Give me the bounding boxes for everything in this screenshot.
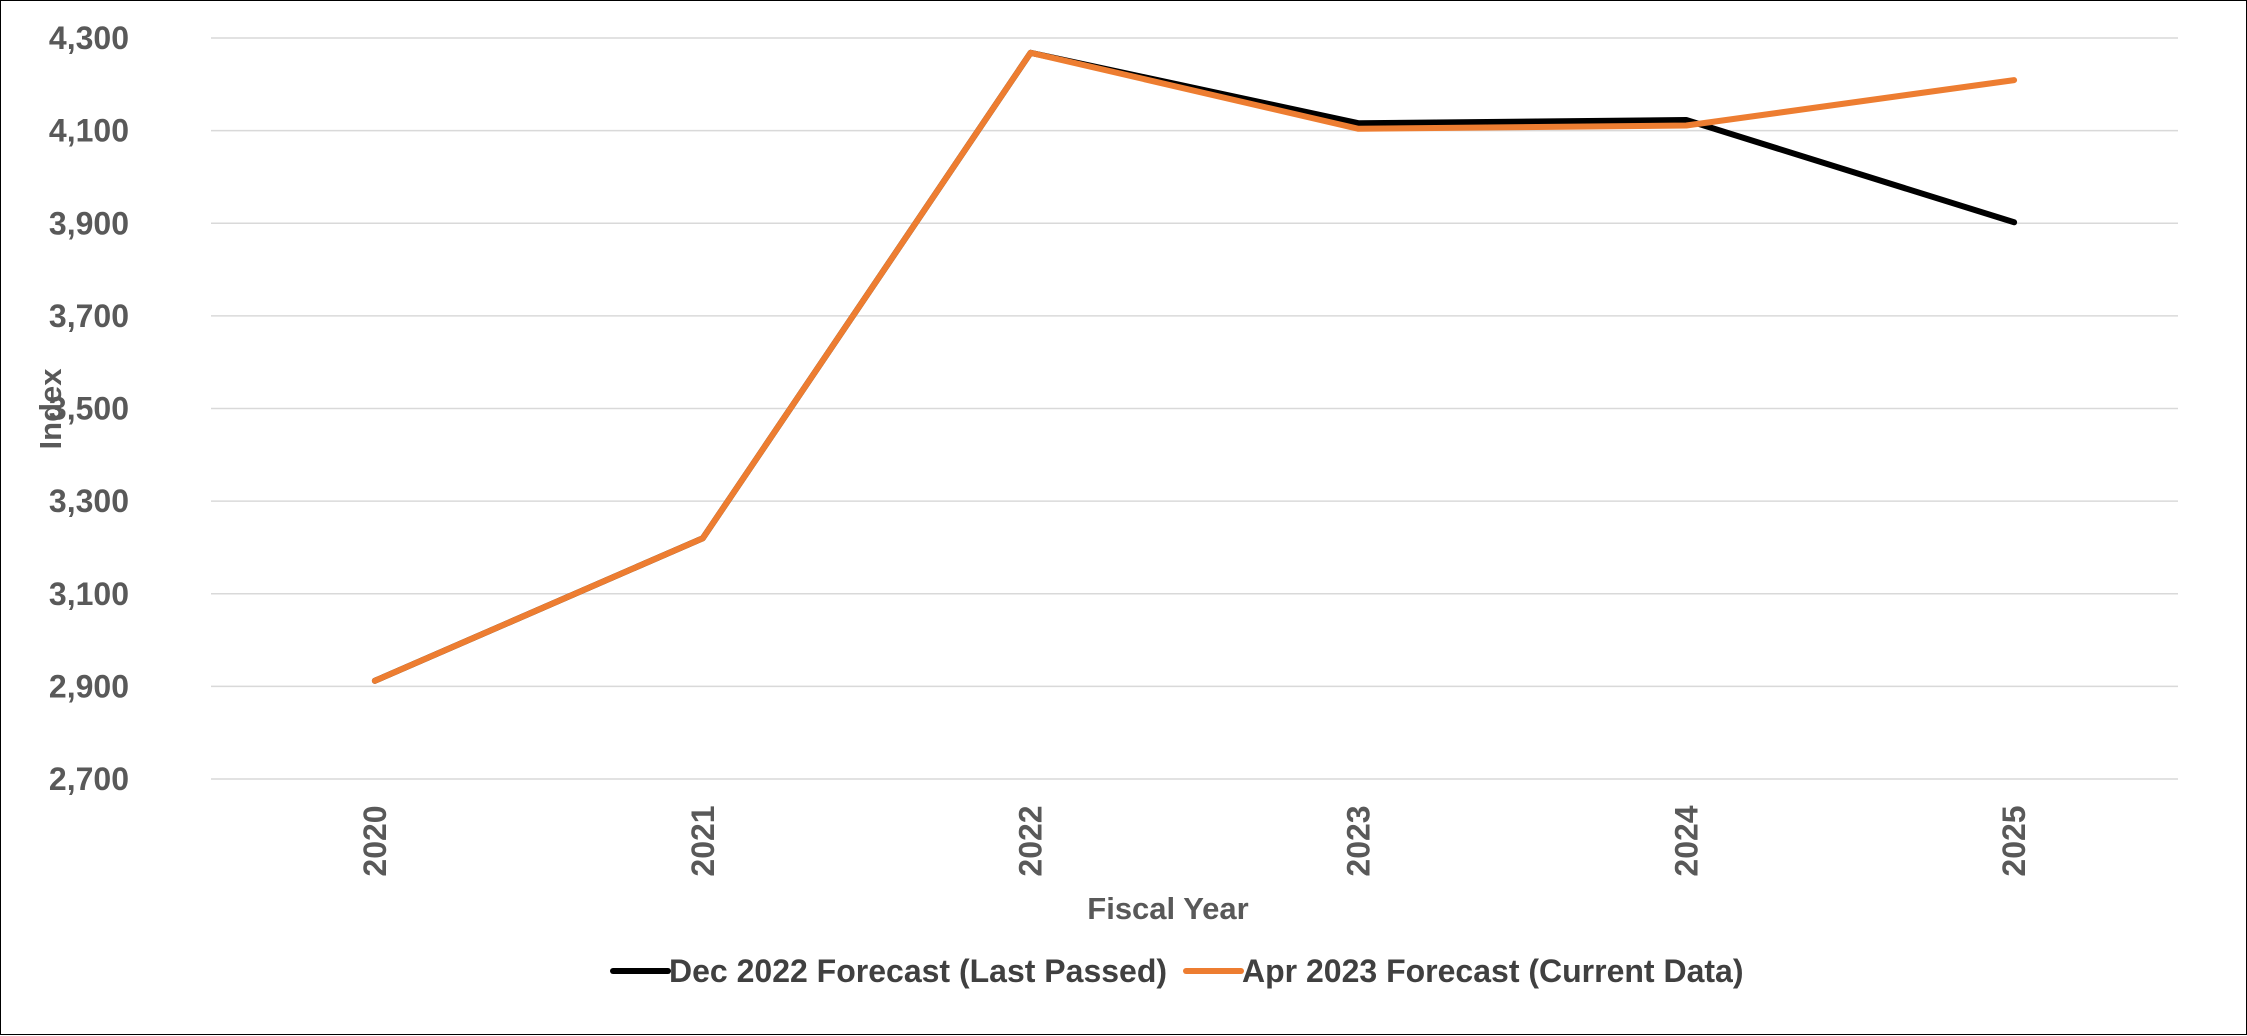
x-tick-label: 2022 [1013, 805, 1049, 876]
y-tick-label: 2,900 [49, 668, 129, 704]
y-tick-label: 3,100 [49, 576, 129, 612]
x-axis-tick-labels: 2020 2021 2022 2023 2024 2025 [357, 805, 2032, 876]
legend: Dec 2022 Forecast (Last Passed) Apr 2023 … [610, 953, 1743, 989]
y-tick-label: 3,500 [49, 391, 129, 427]
y-tick-label: 3,900 [49, 205, 129, 241]
y-tick-label: 3,300 [49, 483, 129, 519]
x-tick-label: 2024 [1668, 805, 1704, 876]
x-tick-label: 2020 [357, 805, 393, 876]
x-tick-label: 2021 [685, 805, 721, 876]
legend-label-2: Apr 2023 Forecast (Current Data) [1242, 953, 1743, 989]
series-line-2 [371, 49, 2018, 684]
series-lines [371, 49, 2018, 684]
series-line-1 [371, 49, 2018, 684]
y-tick-label: 4,300 [49, 20, 129, 56]
x-tick-label: 2025 [1996, 805, 2032, 876]
gridlines [211, 37, 2178, 780]
x-axis-title: Fiscal Year [1087, 891, 1248, 926]
y-axis-title: Index [33, 368, 68, 450]
y-tick-label: 3,700 [49, 298, 129, 334]
y-tick-label: 4,100 [49, 113, 129, 149]
legend-label-1: Dec 2022 Forecast (Last Passed) [669, 953, 1167, 989]
y-tick-label: 2,700 [49, 761, 129, 797]
x-tick-label: 2023 [1340, 805, 1376, 876]
y-axis-tick-labels: 2,700 2,900 3,100 3,300 3,500 3,700 3,900 4,100… [49, 20, 129, 797]
